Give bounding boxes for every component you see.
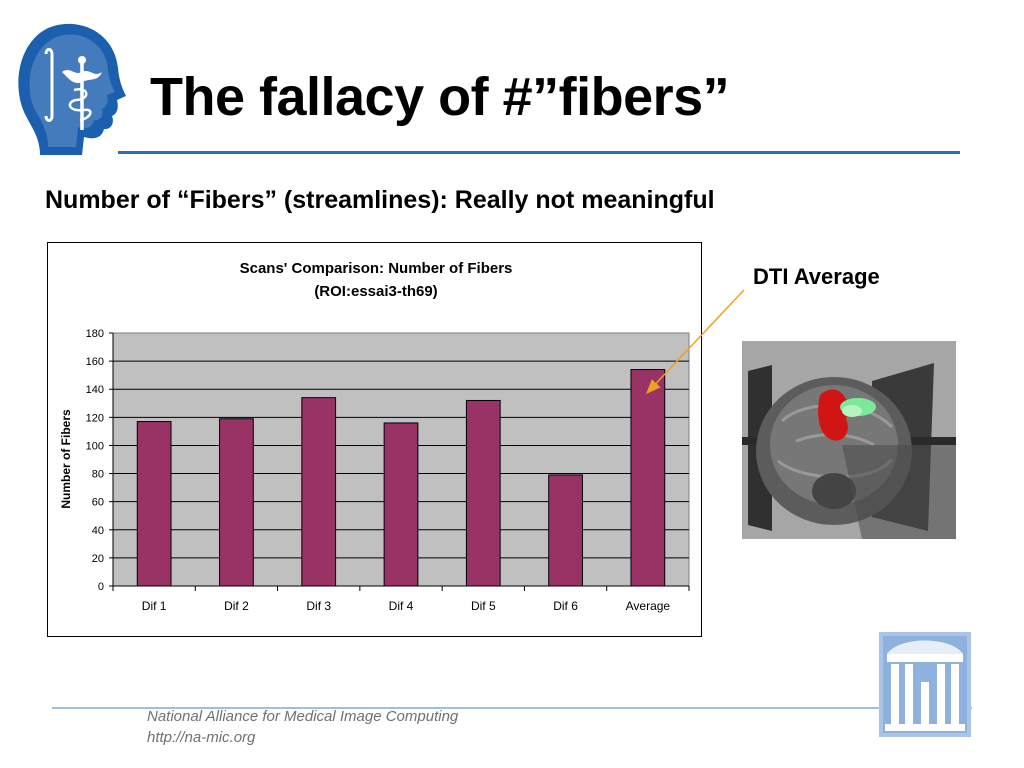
slide-title: The fallacy of #”fibers” bbox=[150, 67, 730, 127]
x-tick-label: Average bbox=[626, 599, 671, 613]
slide-subtitle: Number of “Fibers” (streamlines): Really… bbox=[45, 186, 715, 214]
dti-brain-fiber-rendering bbox=[742, 341, 956, 539]
bar bbox=[301, 397, 337, 587]
bar bbox=[383, 422, 419, 587]
y-tick-label: 180 bbox=[86, 328, 104, 340]
y-tick-label: 120 bbox=[86, 412, 104, 424]
x-tick-label: Dif 4 bbox=[389, 599, 414, 613]
y-tick-label: 140 bbox=[86, 384, 104, 396]
y-tick-label: 0 bbox=[98, 581, 104, 593]
y-tick-label: 80 bbox=[92, 469, 104, 481]
chart-canvas: Scans' Comparison: Number of Fibers (ROI… bbox=[59, 260, 690, 613]
y-tick-label: 160 bbox=[86, 356, 104, 368]
y-tick-label: 20 bbox=[92, 553, 104, 565]
footer-divider bbox=[52, 707, 972, 709]
chart-title: Scans' Comparison: Number of Fibers bbox=[240, 260, 513, 277]
title-divider bbox=[118, 151, 960, 154]
unc-old-well-logo bbox=[879, 632, 971, 737]
bar bbox=[465, 399, 501, 587]
head-caduceus-logo bbox=[18, 23, 126, 155]
y-tick-label: 60 bbox=[92, 497, 104, 509]
footer-url-link[interactable]: http://na-mic.org bbox=[147, 729, 256, 746]
bar bbox=[630, 369, 666, 587]
bar-chart: Scans' Comparison: Number of Fibers (ROI… bbox=[47, 242, 702, 637]
bar bbox=[219, 418, 254, 587]
x-tick-label: Dif 6 bbox=[553, 599, 578, 613]
x-tick-label: Dif 5 bbox=[471, 599, 496, 613]
x-tick-label: Dif 3 bbox=[306, 599, 331, 613]
chart-subtitle: (ROI:essai3-th69) bbox=[314, 283, 437, 300]
x-tick-label: Dif 2 bbox=[224, 599, 249, 613]
footer-org: National Alliance for Medical Image Comp… bbox=[147, 708, 459, 725]
y-tick-label: 40 bbox=[92, 525, 104, 537]
bar bbox=[548, 474, 583, 587]
y-axis-label: Number of Fibers bbox=[59, 409, 73, 509]
dti-average-label: DTI Average bbox=[753, 264, 880, 289]
bar bbox=[136, 421, 172, 587]
y-tick-label: 100 bbox=[86, 440, 104, 452]
x-tick-label: Dif 1 bbox=[142, 599, 167, 613]
